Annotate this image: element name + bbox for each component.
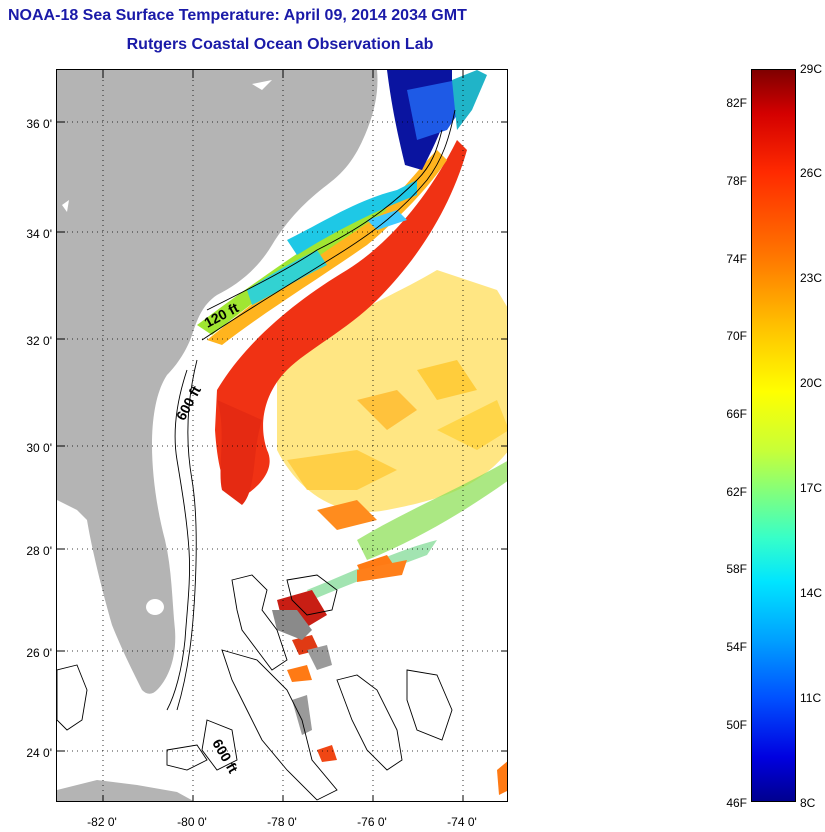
colorbar-label-20c: 20C: [800, 376, 823, 390]
lon-label-76: -76 0': [357, 815, 387, 829]
lat-label-24: 24 0': [26, 746, 52, 760]
colorbar-label-8c: 8C: [800, 796, 816, 810]
temperature-colorbar: [751, 69, 796, 802]
colorbar-label-74f: 74F: [726, 252, 747, 266]
colorbar-label-66f: 66F: [726, 407, 747, 421]
colorbar-label-17c: 17C: [800, 481, 823, 495]
lat-label-26: 26 0': [26, 646, 52, 660]
bathymetry-contours: [57, 109, 456, 801]
colorbar-label-78f: 78F: [726, 174, 747, 188]
land: [57, 70, 378, 801]
map-title: NOAA-18 Sea Surface Temperature: April 0…: [8, 7, 467, 24]
lon-label-78: -78 0': [267, 815, 297, 829]
sst-field: [197, 70, 507, 795]
colorbar-label-82f: 82F: [726, 96, 747, 110]
colorbar-label-23c: 23C: [800, 271, 823, 285]
axis-ticks: [57, 70, 507, 801]
colorbar-label-50f: 50F: [726, 718, 747, 732]
colorbar-label-14c: 14C: [800, 586, 823, 600]
colorbar-label-26c: 26C: [800, 166, 823, 180]
colorbar-label-54f: 54F: [726, 640, 747, 654]
graticule: [57, 70, 507, 801]
colorbar-label-58f: 58F: [726, 562, 747, 576]
lat-label-34: 34 0': [26, 227, 52, 241]
colorbar-label-62f: 62F: [726, 485, 747, 499]
lat-label-30: 30 0': [26, 441, 52, 455]
colorbar-label-29c: 29C: [800, 62, 823, 76]
lat-label-32: 32 0': [26, 334, 52, 348]
lon-label-82: -82 0': [87, 815, 117, 829]
lat-label-28: 28 0': [26, 544, 52, 558]
sst-map: [56, 69, 508, 802]
colorbar-label-46f: 46F: [726, 796, 747, 810]
colorbar-label-11c: 11C: [800, 691, 822, 705]
lat-label-36: 36 0': [26, 117, 52, 131]
lakes: [62, 80, 272, 615]
lon-label-80: -80 0': [177, 815, 207, 829]
map-subtitle: Rutgers Coastal Ocean Observation Lab: [126, 36, 434, 53]
lon-label-74: -74 0': [447, 815, 477, 829]
colorbar-label-70f: 70F: [726, 329, 747, 343]
